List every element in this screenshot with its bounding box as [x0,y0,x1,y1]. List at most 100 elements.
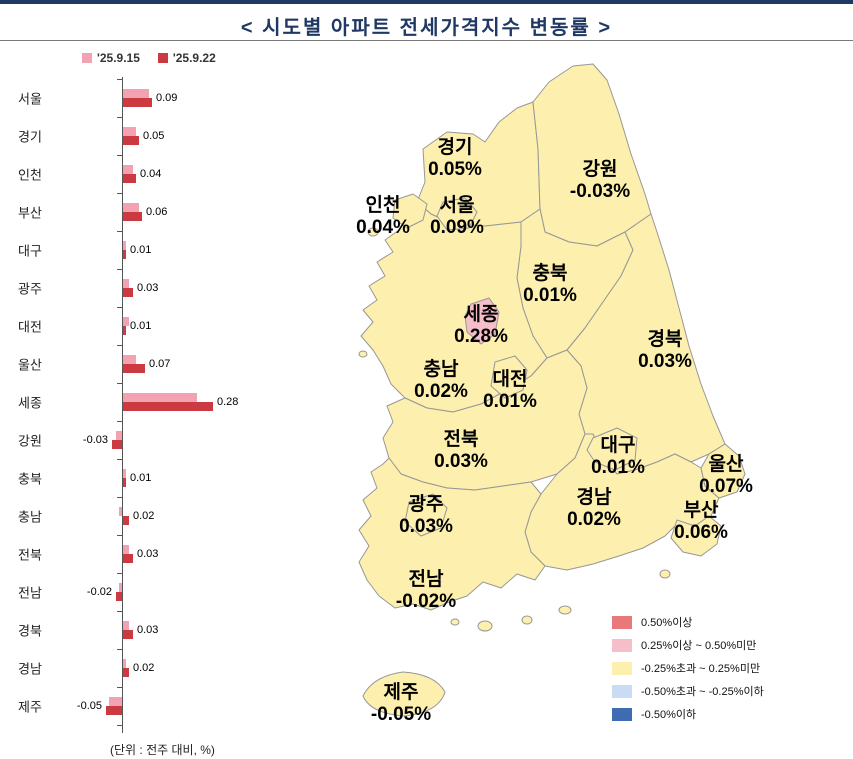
map-region-seoul [436,197,478,231]
axis-tick [117,725,122,726]
island-icon [558,605,572,615]
map-legend-label: 0.25%이상 ~ 0.50%미만 [641,640,757,652]
map-region-jeonnam [358,457,546,611]
bar-prev-week [123,545,129,554]
region-name: 서울 [439,195,475,216]
bar-row: 부산 0.06 [10,193,310,231]
category-label: 울산 [18,357,42,373]
value-label: 0.03 [137,624,159,636]
region-name: 전남 [408,569,444,590]
bar-row: 대구 0.01 [10,231,310,269]
legend-swatch-prev [82,53,92,63]
value-label: -0.03 [82,434,108,446]
bar-prev-week [123,241,126,250]
island-icon [477,620,493,632]
bar-prev-week [123,469,126,478]
region-value: 0.01% [483,391,537,412]
category-label: 경남 [18,661,42,677]
map-legend-label: -0.50%초과 ~ -0.25%이하 [641,686,764,698]
value-label: 0.02 [133,510,155,522]
region-value: 0.28% [454,326,508,347]
axis-tick [117,573,122,574]
map-panel: 경기 0.05% 강원 -0.03% 인천 0.04% 서울 0.09% 충북 0.01% 세종 0.… [335,54,853,759]
bar-row: 서울 0.09 [10,79,310,117]
axis-tick [117,497,122,498]
legend-label-prev: '25.9.15 [97,51,140,65]
island-icon [450,618,460,626]
map-legend-swatch [612,638,632,652]
map-region-gwangju [404,493,448,537]
region-name: 부산 [683,500,719,521]
region-name: 세종 [463,304,499,325]
value-label: 0.04 [140,168,162,180]
axis-tick [117,117,122,118]
axis-tick [117,383,122,384]
bar-curr-week [123,174,136,183]
bar-row: 강원 -0.03 [10,421,310,459]
axis-tick [117,193,122,194]
region-name: 울산 [708,454,744,475]
map-region-daejeon [490,355,528,399]
map-legend-item: 0.25%이상 ~ 0.50%미만 [612,637,764,653]
region-value: -0.03% [569,181,631,202]
bar-row: 대전 0.01 [10,307,310,345]
legend-item-prev-week: '25.9.15 [82,51,140,65]
category-label: 충남 [18,509,42,525]
axis-tick [117,459,122,460]
axis-tick [117,687,122,688]
bar-row: 세종 0.28 [10,383,310,421]
value-label: 0.02 [133,662,155,674]
bar-row: 광주 0.03 [10,269,310,307]
map-label-chungbuk: 충북 0.01% [523,263,577,307]
island-icon [358,350,368,358]
map-legend-swatch [612,707,632,721]
map-label-chungnam: 충남 0.02% [414,359,468,403]
region-value: 0.09% [430,217,484,238]
category-label: 전남 [18,585,42,601]
island-icon [521,615,533,625]
region-name: 경기 [437,137,473,158]
legend-swatch-curr [157,53,168,63]
region-value: -0.02% [395,591,457,612]
bar-row: 경기 0.05 [10,117,310,155]
map-label-daegu: 대구 0.01% [591,435,645,479]
category-label: 경북 [18,623,42,639]
map-label-jeonnam: 전남 -0.02% [396,569,456,613]
value-label: 0.07 [149,358,171,370]
region-value: 0.05% [428,159,482,180]
axis-tick [117,535,122,536]
region-name: 경남 [576,487,612,508]
island-icon [659,569,671,579]
region-name: 충남 [423,359,459,380]
map-label-gyeongbuk: 경북 0.03% [638,329,692,373]
bar-prev-week [123,317,129,326]
bar-curr-week [123,98,152,107]
category-label: 대구 [18,243,42,259]
region-name: 대구 [600,435,636,456]
map-region-sejong [464,297,500,345]
bar-prev-week [123,165,133,174]
map-labels: 경기 0.05% 강원 -0.03% 인천 0.04% 서울 0.09% 충북 0.01% 세종 0.… [335,54,853,759]
category-label: 강원 [18,433,42,449]
map-region-jeju [362,671,446,717]
map-label-daejeon: 대전 0.01% [483,369,537,413]
value-label: 0.06 [146,206,168,218]
region-value: -0.05% [370,704,432,725]
bar-row: 충북 0.01 [10,459,310,497]
region-value: 0.03% [434,451,488,472]
axis-tick [117,155,122,156]
value-label: 0.03 [137,548,159,560]
value-label: -0.02 [86,586,112,598]
bar-prev-week [119,583,122,592]
bar-prev-week [116,431,122,440]
axis-tick [117,79,122,80]
bar-curr-week [123,554,133,563]
page-title: < 시도별 아파트 전세가격지수 변동률 > [240,17,613,39]
region-name: 제주 [383,682,419,703]
unit-note: (단위 : 전주 대비, %) [110,743,215,757]
bar-row: 전남 -0.02 [10,573,310,611]
axis-tick [117,421,122,422]
category-label: 부산 [18,205,42,221]
category-label: 충북 [18,471,42,487]
